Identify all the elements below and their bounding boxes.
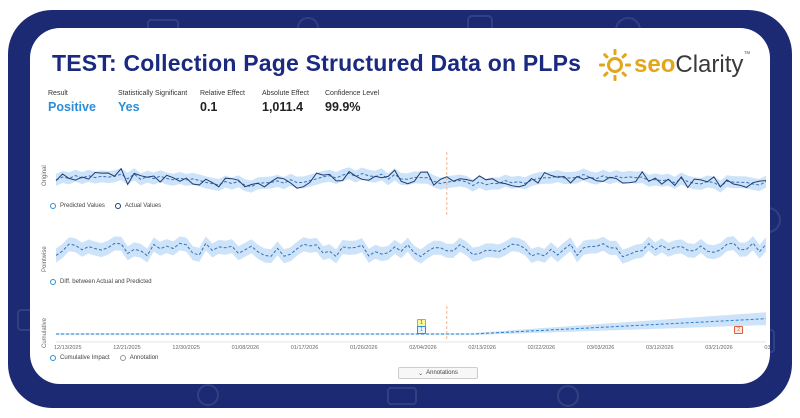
metric-label: Relative Effect <box>200 90 246 97</box>
logo-seo: seo <box>634 51 676 78</box>
legend-item-actual[interactable]: Actual Values <box>114 203 162 209</box>
metric-label: Absolute Effect <box>262 90 309 97</box>
x-axis-label: 01/08/2026 <box>231 345 260 351</box>
legend-dot-icon <box>50 355 56 361</box>
x-axis-label: 12/21/2025 <box>113 345 141 351</box>
x-axis-label: 02/22/2026 <box>527 345 556 351</box>
x-axis-label: 01/26/2026 <box>350 345 378 351</box>
original-confidence-band <box>56 167 766 193</box>
metrics-row: Result Positive Statistically Significan… <box>48 90 405 114</box>
metric-relative-effect: Relative Effect 0.1 <box>200 90 262 114</box>
cumulative-legend: Cumulative Impact Annotation <box>50 355 168 361</box>
logo-clarity: Clarity <box>675 51 744 78</box>
actual-series-line <box>55 167 767 189</box>
cumulative-series-line <box>56 318 767 335</box>
x-axis-label: 12/13/2025 <box>54 345 82 351</box>
legend-dot-icon <box>114 203 121 209</box>
metric-confidence: Confidence Level 99.9% <box>325 90 405 114</box>
pointwise-axis-title: Pointwise <box>42 246 48 272</box>
metric-result: Result Positive <box>48 90 118 114</box>
pointwise-series-line <box>55 242 767 258</box>
metric-label: Confidence Level <box>325 90 380 97</box>
legend-label: Predicted Values <box>60 203 105 209</box>
logo-wordmark: seoClarity <box>634 51 743 79</box>
original-legend: Predicted Values Actual Values <box>50 203 171 209</box>
legend-label: Actual Values <box>124 203 162 209</box>
legend-label: Annotation <box>129 355 159 361</box>
cumulative-axis-title: Cumulative <box>42 317 48 348</box>
original-axis-title: Original <box>42 165 48 186</box>
legend-dot-icon <box>50 279 56 285</box>
chevron-down-icon: ⌄ <box>418 370 424 377</box>
annotation-marker[interactable]: 1 <box>417 326 426 334</box>
metric-value: Yes <box>118 100 140 114</box>
pointwise-confidence-band <box>56 236 766 264</box>
logo-trademark: ™ <box>743 51 751 58</box>
legend-item-cumulative[interactable]: Cumulative Impact <box>50 355 110 361</box>
report-card: TEST: Collection Page Structured Data on… <box>30 28 770 384</box>
metric-label: Statistically Significant <box>118 90 188 97</box>
annotation-marker[interactable]: 2 <box>734 326 743 334</box>
legend-item-diff[interactable]: Diff. between Actual and Predicted <box>50 279 152 285</box>
legend-label: Cumulative Impact <box>60 355 110 361</box>
seoclarity-logo: seoClarity ™ <box>598 47 758 83</box>
legend-item-annotation[interactable]: Annotation <box>119 355 159 361</box>
x-axis-label: 02/13/2026 <box>468 345 496 351</box>
pointwise-legend: Diff. between Actual and Predicted <box>50 279 162 285</box>
page-title: TEST: Collection Page Structured Data on… <box>52 50 582 76</box>
annotations-button[interactable]: ⌄ Annotations <box>398 367 478 379</box>
x-axis-label: 03/21/2026 <box>705 345 733 351</box>
impact-charts <box>55 152 767 343</box>
metric-value: 1,011.4 <box>262 100 304 114</box>
outer-frame: TEST: Collection Page Structured Data on… <box>8 10 792 408</box>
sun-logo-icon <box>599 49 631 81</box>
metric-significance: Statistically Significant Yes <box>118 90 200 114</box>
metric-value: Positive <box>48 100 96 114</box>
x-axis-label: 03/03/2026 <box>586 345 615 351</box>
legend-item-predicted[interactable]: Predicted Values <box>50 203 105 209</box>
predicted-series-line <box>55 172 767 188</box>
cumulative-confidence-band <box>56 312 766 335</box>
metric-label: Result <box>48 90 68 97</box>
x-axis-label: 12/30/2025 <box>172 345 200 351</box>
x-axis-label: 03/12/2026 <box>646 345 674 351</box>
metric-absolute-effect: Absolute Effect 1,011.4 <box>262 90 325 114</box>
legend-dot-icon <box>50 203 56 209</box>
x-axis-label: 03/30 <box>764 345 770 351</box>
legend-dot-icon <box>119 355 126 361</box>
metric-value: 99.9% <box>325 100 361 114</box>
annotations-button-label: Annotations <box>426 370 458 376</box>
legend-label: Diff. between Actual and Predicted <box>60 279 152 285</box>
x-axis-label: 02/04/2026 <box>409 345 437 351</box>
x-axis-label: 01/17/2026 <box>290 345 319 351</box>
metric-value: 0.1 <box>200 100 218 114</box>
